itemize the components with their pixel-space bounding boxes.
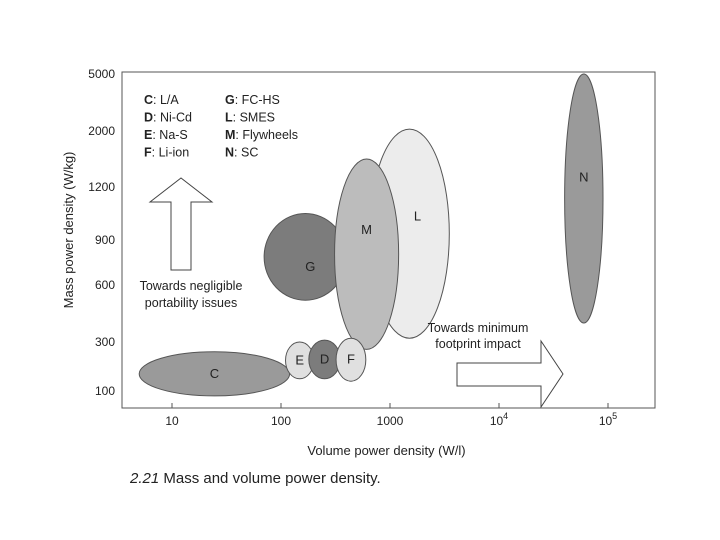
y-tick-label: 100 bbox=[95, 384, 115, 398]
caption-number: 2.21 bbox=[130, 470, 160, 487]
y-tick-label: 1200 bbox=[88, 180, 115, 194]
legend-entry: F: Li-ion bbox=[144, 146, 189, 160]
region-label-c: C bbox=[210, 366, 219, 381]
legend-entry: M: Flywheels bbox=[225, 128, 298, 142]
y-tick-label: 5000 bbox=[88, 67, 115, 81]
legend-entry: D: Ni-Cd bbox=[144, 111, 192, 125]
plot-frame bbox=[121, 71, 656, 409]
y-tick-label: 2000 bbox=[88, 124, 115, 138]
annotation-footprint-line: Towards minimum bbox=[428, 321, 529, 335]
caption-text: Mass and volume power density. bbox=[159, 470, 381, 487]
region-f bbox=[335, 337, 367, 382]
x-tick-label: 105 bbox=[599, 411, 617, 428]
y-axis-title: Mass power density (W/kg) bbox=[61, 152, 76, 309]
x-axis-title: Volume power density (W/l) bbox=[307, 443, 465, 458]
region-label-m: M bbox=[361, 222, 372, 237]
annotation-footprint-line: footprint impact bbox=[435, 337, 521, 351]
region-label-l: L bbox=[414, 209, 421, 224]
annotation-portability-line: Towards negligible bbox=[140, 279, 243, 293]
region-label-d: D bbox=[320, 351, 329, 366]
region-n bbox=[564, 73, 604, 324]
legend-entry: G: FC-HS bbox=[225, 93, 280, 107]
region-label-f: F bbox=[347, 352, 355, 367]
y-tick-label: 900 bbox=[95, 233, 115, 247]
x-tick-label: 1000 bbox=[377, 414, 404, 428]
x-tick-label: 10 bbox=[165, 414, 179, 428]
region-label-e: E bbox=[295, 352, 304, 367]
y-tick-label: 600 bbox=[95, 278, 115, 292]
legend-entry: E: Na-S bbox=[144, 128, 188, 142]
x-tick-label: 100 bbox=[271, 414, 291, 428]
legend-entry: L: SMES bbox=[225, 111, 275, 125]
x-tick-label: 104 bbox=[490, 411, 508, 428]
region-m bbox=[334, 158, 400, 350]
right-arrow-icon bbox=[456, 339, 564, 409]
annotation-portability-line: portability issues bbox=[145, 296, 237, 310]
up-arrow-icon bbox=[148, 177, 214, 271]
figure-caption: 2.21 Mass and volume power density. bbox=[130, 470, 381, 487]
y-tick-label: 300 bbox=[95, 335, 115, 349]
region-label-g: G bbox=[305, 259, 315, 274]
region-label-n: N bbox=[579, 170, 588, 185]
legend-entry: N: SC bbox=[225, 146, 258, 160]
legend-entry: C: L/A bbox=[144, 93, 179, 107]
